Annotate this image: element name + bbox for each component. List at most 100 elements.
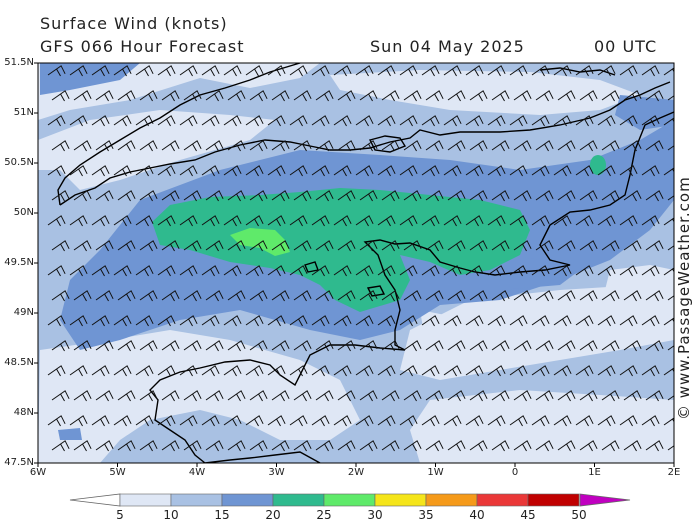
wind-barb [73,290,92,302]
wind-barb [227,140,246,152]
wind-barb [667,195,674,201]
wind-barb [73,390,92,402]
wind-barb [201,165,220,177]
colorbar [69,493,631,507]
wind-barb [70,466,87,476]
wind-barb [161,290,180,302]
wind-barb [289,165,308,177]
wind-barb [205,390,224,402]
wind-barb [597,265,616,277]
wind-barb [51,240,70,252]
wind-barb [113,115,132,127]
forecast-time: 00 UTC [594,37,658,56]
wind-barb [531,415,550,427]
wind-barb [575,415,594,427]
wind-barb [557,440,576,452]
wind-barb [355,165,374,177]
wind-barb [601,190,620,202]
wind-barb [179,215,198,227]
wind-barb [535,240,554,252]
wind-barb [315,190,334,202]
wind-barb [421,65,440,77]
wind-barb [157,315,176,327]
wind-barb [223,265,242,277]
wind-barb [535,140,554,152]
wind-barb [663,367,674,376]
wind-barb [443,215,462,227]
wind-barb [513,440,532,452]
wind-barb [69,65,88,77]
colorbar-segment [119,493,172,507]
wind-barb [509,365,528,377]
wind-barb [95,440,114,452]
wind-barb [135,215,154,227]
wind-barb [623,90,642,102]
wind-barb [73,90,92,102]
wind-barb [245,65,264,77]
colorbar-label: 40 [469,508,485,522]
wind-barb [531,165,550,177]
wind-barb [623,390,642,402]
wind-barb [157,115,176,127]
wind-barb [201,415,220,427]
wind-barb [91,365,110,377]
wind-barb [601,240,620,252]
wind-barb [447,240,466,252]
wind-barb [443,315,462,327]
wind-barb [553,65,572,77]
wind-barb [513,340,532,352]
wind-barb [249,390,268,402]
wind-barb [465,365,484,377]
wind-barb [641,165,660,177]
wind-barb [51,190,70,202]
wind-barb [469,440,488,452]
wind-barb [333,165,352,177]
wind-barb [333,115,352,127]
wind-barb [645,440,664,452]
wind-barb [487,115,506,127]
wind-barb [245,415,264,427]
wind-barb [597,415,616,427]
wind-barb [337,290,356,302]
wind-barb [399,165,418,177]
wind-barb [597,65,616,77]
wind-barb [201,215,220,227]
wind-barb [491,190,510,202]
wind-barb [641,115,660,127]
wind-barb [113,165,132,177]
wind-barb [337,440,356,452]
wind-barb [553,265,572,277]
wind-barb [663,267,674,276]
wind-barb [249,90,268,102]
wind-barb [157,215,176,227]
wind-barb [289,65,308,77]
wind-barb [95,90,114,102]
wind-barb [205,240,224,252]
wind-barb [179,415,198,427]
wind-barb [553,215,572,227]
wind-barb [359,290,378,302]
colorbar-high-arrow [579,493,631,507]
wind-barb [73,240,92,252]
wind-barb [227,390,246,402]
wind-barb [359,140,378,152]
wind-barb [469,240,488,252]
wind-barb [69,215,88,227]
wind-barb [227,290,246,302]
colorbar-label: 25 [316,508,332,522]
wind-field [38,63,674,476]
wind-barb [355,315,374,327]
wind-barb [535,190,554,202]
wind-barb [267,165,286,177]
wind-barb [201,265,220,277]
wind-barb [557,290,576,302]
wind-barb [271,340,290,352]
wind-barb [333,315,352,327]
wind-barb [249,290,268,302]
wind-barb [201,65,220,77]
wind-barb [425,240,444,252]
wind-barb [381,190,400,202]
wind-barb [224,466,241,476]
wind-barb [136,466,153,476]
